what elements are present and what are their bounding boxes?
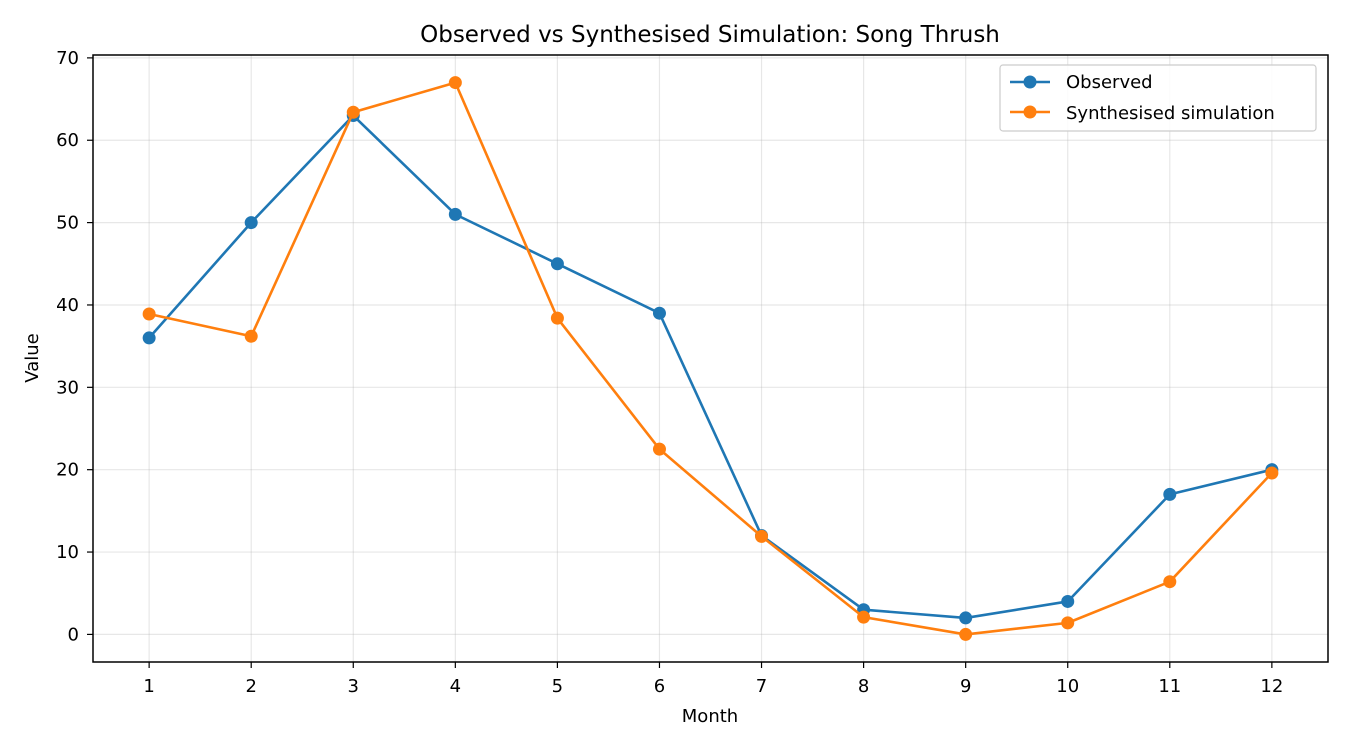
x-tick-label: 7 — [756, 676, 767, 697]
x-tick-label: 8 — [858, 676, 869, 697]
x-tick-label: 2 — [245, 676, 256, 697]
x-tick-label: 9 — [960, 676, 971, 697]
chart-title: Observed vs Synthesised Simulation: Song… — [420, 22, 1000, 48]
y-tick-label: 20 — [56, 460, 79, 481]
legend-marker-synthesised-simulation — [1023, 105, 1037, 119]
data-point-synthesised-simulation — [1061, 616, 1075, 630]
x-tick-label: 12 — [1260, 676, 1283, 697]
data-point-observed — [959, 611, 973, 625]
legend-box — [999, 64, 1317, 132]
data-point-observed — [1061, 594, 1075, 608]
data-point-synthesised-simulation — [857, 610, 871, 624]
x-tick-label: 10 — [1056, 676, 1079, 697]
data-point-synthesised-simulation — [448, 76, 462, 90]
x-axis-label: Month — [682, 706, 738, 727]
series-line-observed — [147, 114, 1274, 620]
series-layer — [142, 76, 1279, 641]
plot-frame — [92, 54, 1329, 663]
y-tick-label: 50 — [56, 213, 79, 234]
data-point-synthesised-simulation — [142, 307, 156, 321]
x-tick-label: 1 — [143, 676, 154, 697]
y-tick-label: 70 — [56, 48, 79, 69]
y-tick-label: 40 — [56, 295, 79, 316]
x-tick-label: 3 — [348, 676, 359, 697]
x-tick-label: 4 — [450, 676, 461, 697]
data-point-observed — [652, 306, 666, 320]
data-point-synthesised-simulation — [1265, 466, 1279, 480]
data-point-synthesised-simulation — [1163, 575, 1177, 589]
data-point-observed — [244, 216, 258, 230]
x-tick-label: 11 — [1158, 676, 1181, 697]
data-point-observed — [142, 331, 156, 345]
legend-label-synthesised-simulation: Synthesised simulation — [1066, 103, 1275, 124]
data-point-synthesised-simulation — [755, 529, 769, 543]
chart-legend: Observed Synthesised simulation — [999, 64, 1317, 132]
x-tick-label: 5 — [552, 676, 563, 697]
y-tick-label: 60 — [56, 130, 79, 151]
data-point-synthesised-simulation — [346, 105, 360, 119]
y-tick-label: 10 — [56, 542, 79, 563]
data-point-synthesised-simulation — [244, 329, 258, 343]
data-point-observed — [550, 257, 564, 271]
data-point-synthesised-simulation — [550, 311, 564, 325]
data-point-synthesised-simulation — [959, 627, 973, 641]
x-tick-label: 6 — [654, 676, 665, 697]
data-point-synthesised-simulation — [652, 442, 666, 456]
grid-layer — [93, 55, 1328, 662]
y-tick-label: 30 — [56, 377, 79, 398]
data-point-observed — [448, 207, 462, 221]
legend-label-observed: Observed — [1066, 72, 1153, 93]
legend-marker-observed — [1023, 75, 1037, 89]
series-line-synthesised-simulation — [147, 81, 1274, 636]
y-tick-label: 0 — [68, 624, 79, 645]
series-observed — [142, 109, 1279, 625]
data-point-observed — [1163, 487, 1177, 501]
series-synthesised-simulation — [142, 76, 1279, 641]
y-axis-label: Value — [22, 333, 43, 382]
